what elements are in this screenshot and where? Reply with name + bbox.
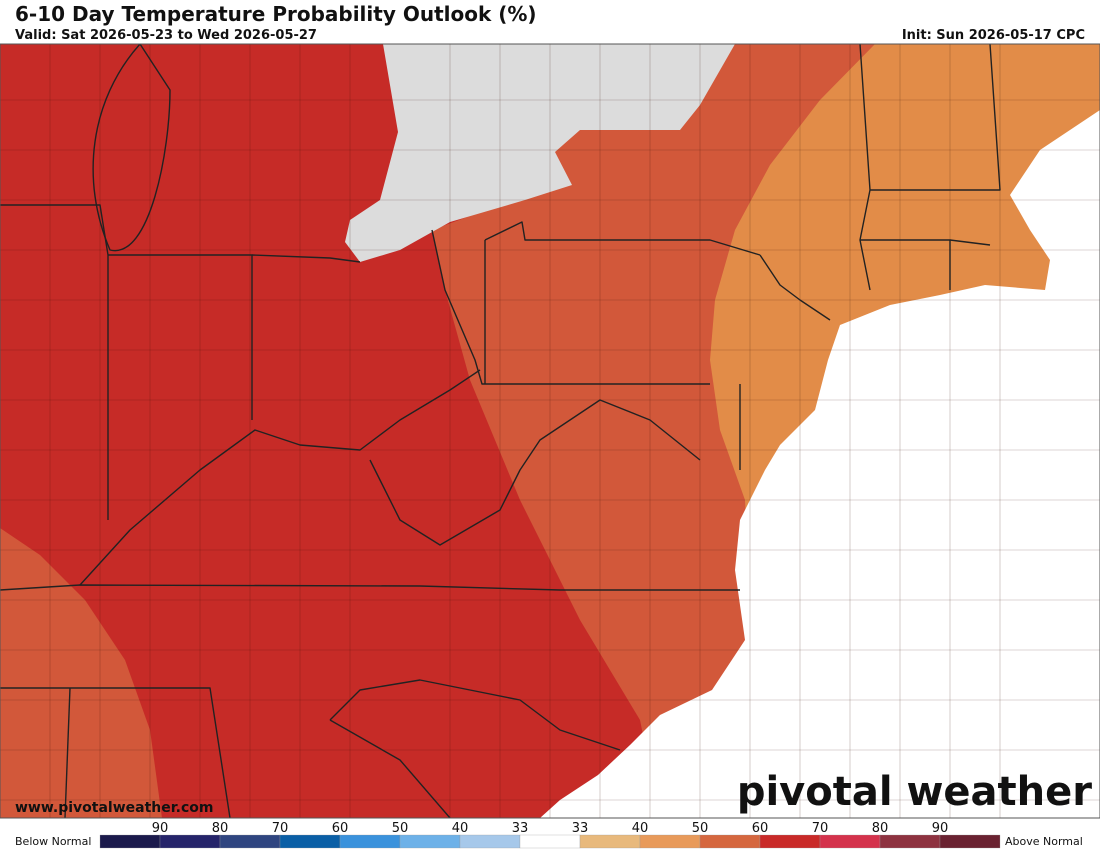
logo: pivotal weather (737, 769, 1092, 815)
legend-swatch (279, 834, 341, 849)
legend-swatch (519, 834, 581, 849)
legend-tick-label: 33 (572, 821, 589, 836)
legend-swatch (159, 834, 221, 849)
title: 6-10 Day Temperature Probability Outlook… (15, 2, 537, 26)
legend-tick-label: 60 (752, 821, 769, 836)
legend-tick-label: 80 (212, 821, 229, 836)
valid-time: Valid: Sat 2026-05-23 to Wed 2026-05-27 (15, 28, 317, 43)
legend-swatch (399, 834, 461, 849)
legend-swatch (819, 834, 881, 849)
legend-left-label: Below Normal (15, 835, 91, 848)
region-50-60-southwest (0, 528, 162, 818)
map-frame (0, 43, 1100, 819)
legend-swatch (459, 834, 521, 849)
legend-tick-label: 40 (632, 821, 649, 836)
county-lines (0, 44, 1100, 818)
legend-swatch (339, 834, 401, 849)
legend: Below Normal Above Normal 90 80 70 60 50 40 33… (15, 821, 1083, 849)
legend-swatch (579, 834, 641, 849)
legend-tick-label: 40 (452, 821, 469, 836)
state-borders (0, 44, 1001, 818)
legend-tick-label: 60 (332, 821, 349, 836)
legend-swatch (939, 834, 1001, 849)
legend-swatch (99, 834, 161, 849)
init-time: Init: Sun 2026-05-17 CPC (902, 28, 1085, 43)
legend-tick-label: 70 (812, 821, 829, 836)
legend-right-label: Above Normal (1005, 835, 1083, 848)
watermark: www.pivotalweather.com (15, 800, 214, 816)
legend-swatch (759, 834, 821, 849)
legend-swatch (879, 834, 941, 849)
legend-tick-label: 33 (512, 821, 529, 836)
legend-tick-label: 80 (872, 821, 889, 836)
canada-lakes (345, 44, 735, 262)
legend-tick-label: 50 (392, 821, 409, 836)
legend-swatch (699, 834, 761, 849)
legend-tick-label: 70 (272, 821, 289, 836)
legend-tick-label: 90 (932, 821, 949, 836)
legend-tick-label: 50 (692, 821, 709, 836)
legend-tick-label: 90 (152, 821, 169, 836)
map: www.pivotalweather.com pivotal weather (0, 43, 1100, 819)
legend-swatch (219, 834, 281, 849)
ocean (540, 110, 1100, 818)
legend-swatch (639, 834, 701, 849)
